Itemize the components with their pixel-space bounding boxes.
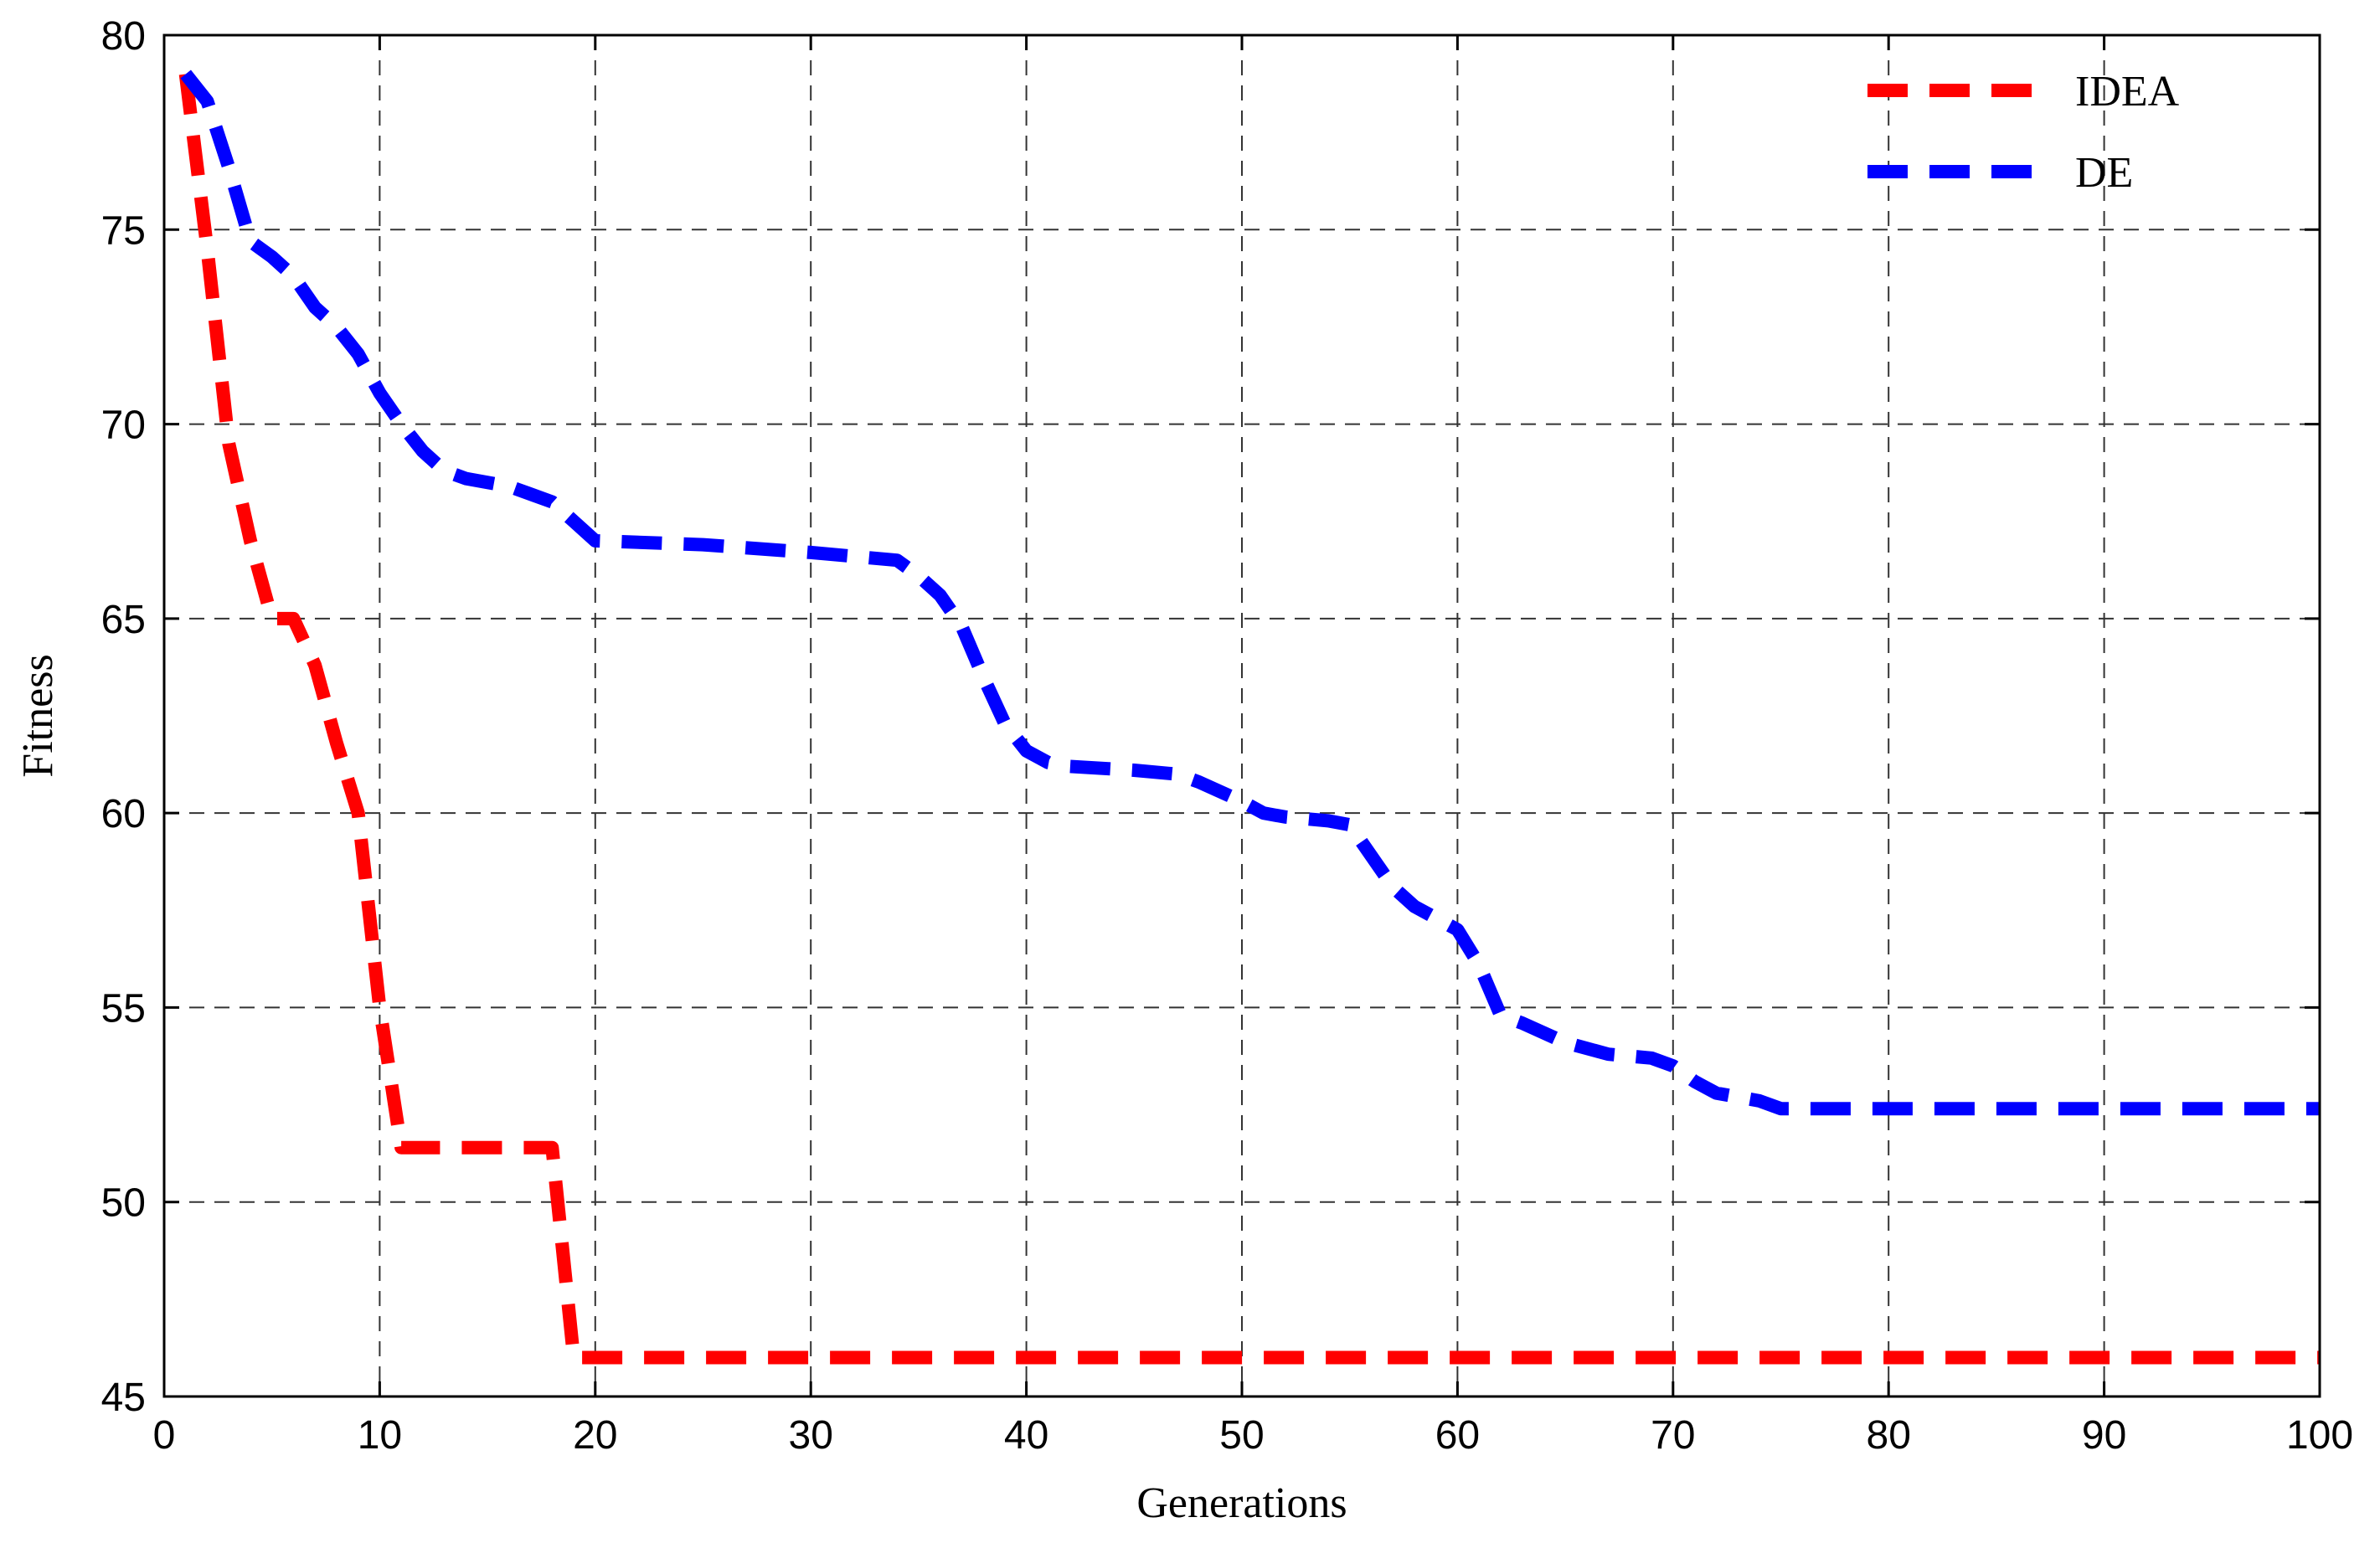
x-tick-label: 100 <box>2286 1413 2353 1458</box>
y-tick-label: 80 <box>101 14 146 59</box>
series-line-de <box>180 69 2320 1116</box>
x-tick-label: 0 <box>153 1413 176 1458</box>
y-tick-label: 55 <box>101 986 146 1031</box>
x-tick-label: 50 <box>1219 1413 1264 1458</box>
legend-label-idea: IDEA <box>2075 68 2180 116</box>
x-axis-label: Generations <box>1136 1479 1347 1527</box>
x-tick-label: 60 <box>1435 1413 1480 1458</box>
y-tick-label: 75 <box>101 208 146 253</box>
series-line-idea <box>178 73 2320 1365</box>
axis-ticks <box>162 33 2321 1398</box>
x-tick-label: 70 <box>1651 1413 1695 1458</box>
legend-label-de: DE <box>2075 149 2133 197</box>
x-tick-label: 20 <box>573 1413 617 1458</box>
y-axis-label: Fitness <box>14 654 62 777</box>
tick-labels: 0 10 20 30 40 50 60 70 80 90 100 45 50 55 60 65 70 75 80 <box>101 14 2353 1458</box>
y-tick-label: 65 <box>101 598 146 642</box>
grid-lines <box>164 35 2320 1396</box>
x-tick-label: 10 <box>358 1413 402 1458</box>
y-tick-label: 70 <box>101 404 146 448</box>
x-tick-label: 80 <box>1867 1413 1911 1458</box>
x-tick-label: 30 <box>789 1413 833 1458</box>
y-tick-label: 50 <box>101 1181 146 1226</box>
x-tick-label: 40 <box>1004 1413 1048 1458</box>
y-tick-label: 45 <box>101 1376 146 1420</box>
y-tick-label: 60 <box>101 792 146 836</box>
series-lines <box>178 69 2320 1365</box>
x-tick-label: 90 <box>2082 1413 2126 1458</box>
legend: IDEA DE <box>1867 68 2180 197</box>
